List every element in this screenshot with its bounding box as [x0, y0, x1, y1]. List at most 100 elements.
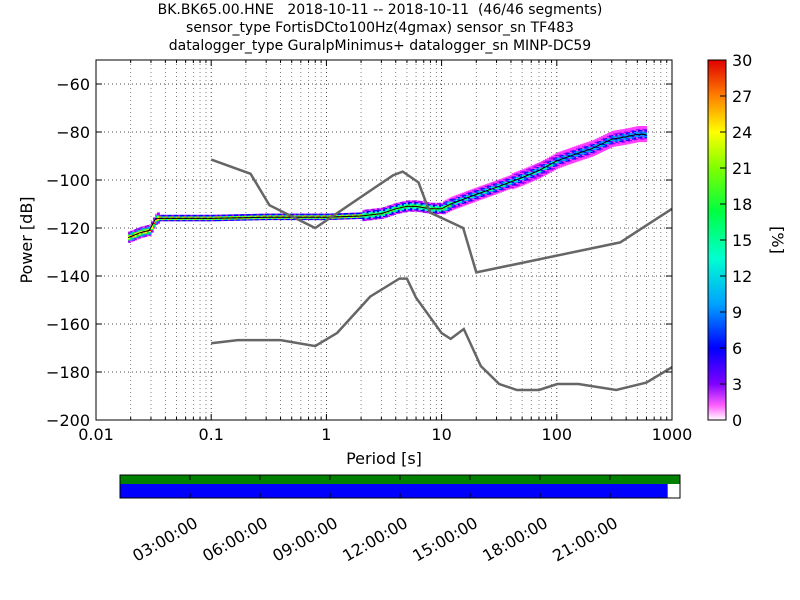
psd-density-cell [592, 145, 596, 148]
psd-density-cell [594, 142, 598, 145]
psd-density-cell [451, 208, 455, 211]
psd-density-cell [619, 141, 623, 144]
psd-density-cell [439, 210, 442, 212]
psd-density-cell [499, 189, 502, 192]
psd-density-cell [428, 203, 432, 206]
psd-density-cell [161, 216, 164, 218]
psd-density-cell [549, 167, 552, 170]
psd-density-cell [509, 178, 513, 181]
psd-density-cell [372, 212, 376, 214]
psd-density-cell [393, 203, 397, 206]
psd-density-cell [634, 138, 637, 141]
psd-density-cell [644, 140, 648, 143]
psd-density-cell [267, 213, 270, 216]
psd-density-cell [240, 214, 243, 216]
psd-density-cell [410, 201, 413, 204]
psd-density-cell [466, 193, 469, 196]
psd-density-cell [538, 171, 542, 174]
psd-density-cell [627, 140, 631, 142]
psd-density-cell [536, 175, 540, 177]
psd-density-cell [503, 187, 507, 189]
psd-density-cell [642, 127, 646, 129]
psd-density-cell [418, 204, 422, 207]
psd-density-cell [472, 197, 476, 199]
psd-density-cell [399, 201, 403, 204]
psd-density-cell [370, 216, 374, 218]
psd-density-cell [594, 143, 598, 146]
psd-density-cell [391, 210, 395, 212]
psd-density-cell [524, 179, 527, 181]
psd-density-cell [553, 168, 556, 171]
psd-density-cell [526, 173, 529, 176]
psd-density-cell [553, 166, 556, 169]
psd-density-cell [584, 147, 587, 150]
psd-density-cell [567, 156, 571, 159]
psd-density-cell [534, 175, 538, 178]
psd-density-cell [403, 202, 407, 204]
psd-density-cell [395, 210, 399, 212]
psd-density-cell [555, 154, 558, 157]
psd-density-cell [447, 198, 451, 201]
psd-density-cell [453, 199, 457, 201]
psd-density-cell [644, 128, 648, 131]
psd-density-cell [468, 198, 471, 201]
x-tick-label: 100 [542, 425, 573, 444]
psd-density-cell [486, 188, 490, 190]
psd-density-cell [509, 183, 513, 186]
psd-density-cell [644, 130, 648, 133]
psd-density-cell [576, 146, 579, 149]
psd-density-cell [445, 199, 449, 202]
psd-density-cell [420, 203, 424, 206]
psd-density-cell [557, 153, 561, 156]
psd-density-cell [412, 208, 415, 211]
psd-density-cell [486, 195, 490, 198]
psd-density-cell [275, 214, 279, 217]
psd-density-cell [520, 171, 523, 173]
psd-density-cell [538, 172, 542, 175]
psd-density-cell [256, 218, 260, 221]
psd-density-cell [134, 229, 138, 231]
psd-density-cell [571, 159, 575, 161]
psd-density-cell [264, 218, 268, 221]
psd-density-cell [412, 204, 415, 206]
psd-density-cell [582, 143, 585, 146]
psd-density-cell [171, 216, 175, 218]
psd-density-cell [472, 198, 476, 200]
psd-density-cell [609, 138, 612, 140]
psd-density-cell [615, 144, 619, 147]
psd-density-cell [339, 214, 343, 217]
psd-density-cell [323, 214, 326, 217]
psd-density-cell [418, 201, 422, 204]
psd-density-cell [329, 213, 332, 216]
psd-density-cell [526, 179, 529, 182]
psd-density-cell [551, 163, 554, 166]
psd-density-cell [576, 155, 579, 157]
psd-density-cell [602, 136, 606, 138]
psd-density-cell [636, 128, 639, 131]
psd-density-cell [642, 140, 646, 143]
psd-density-cell [528, 168, 531, 171]
psd-density-cell [640, 135, 643, 138]
psd-density-cell [598, 148, 602, 151]
psd-density-cell [426, 202, 430, 204]
psd-density-cell [625, 140, 629, 143]
psd-density-cell [246, 214, 249, 216]
psd-density-cell [179, 218, 183, 221]
psd-density-cell [582, 148, 585, 150]
psd-density-cell [368, 215, 372, 217]
psd-density-cell [161, 214, 164, 217]
psd-density-cell [155, 220, 158, 223]
psd-density-cell [430, 204, 434, 206]
psd-density-cell [526, 178, 529, 180]
psd-density-cell [405, 206, 409, 209]
psd-density-cell [507, 178, 511, 180]
psd-density-cell [563, 160, 567, 163]
psd-density-cell [526, 181, 529, 184]
psd-density-cell [308, 218, 312, 221]
psd-density-cell [478, 191, 482, 193]
psd-density-cell [627, 131, 631, 134]
psd-density-cell [631, 137, 635, 140]
psd-density-cell [557, 152, 561, 154]
psd-density-cell [401, 203, 405, 206]
psd-density-cell [360, 217, 364, 219]
